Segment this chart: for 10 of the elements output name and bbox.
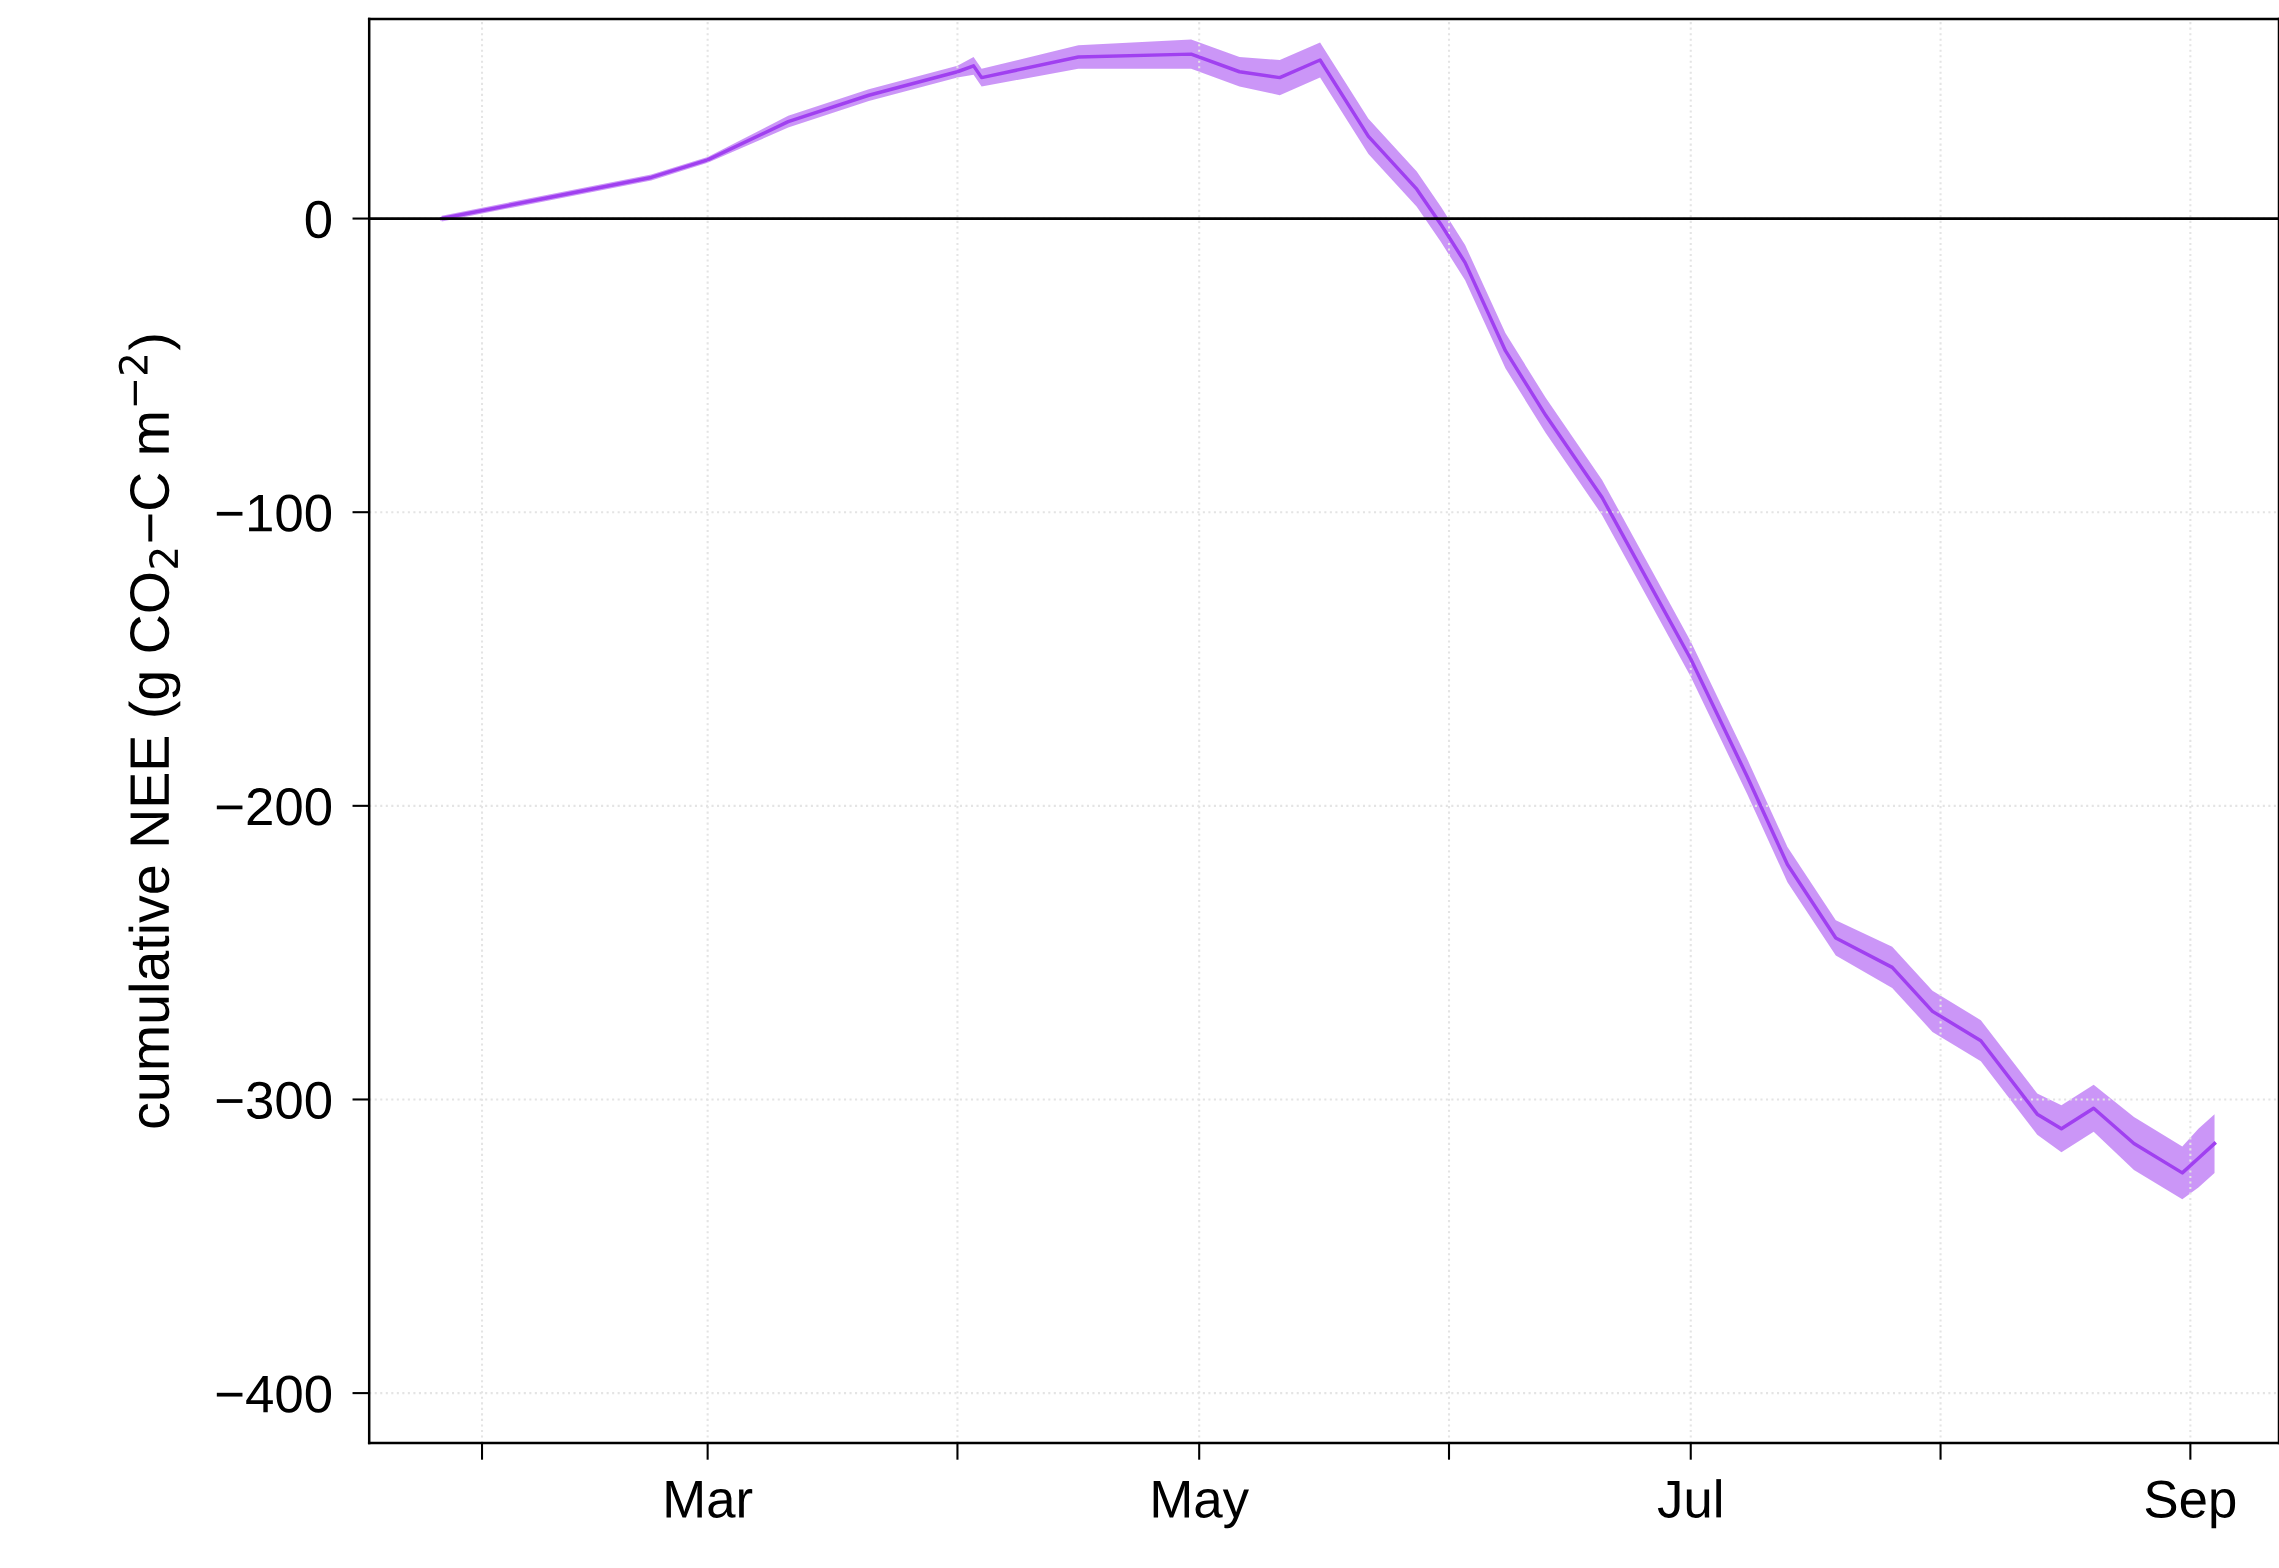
- x-tick-label: Jul: [1657, 1479, 1721, 1518]
- y-axis-title: cumulative NEE (g CO$_{2}$−C m$^{−2}$): [118, 335, 181, 1128]
- y-tick-label: −400: [216, 1375, 332, 1413]
- y-tick-label: −200: [216, 788, 332, 826]
- x-tick-label: May: [1153, 1481, 1249, 1529]
- y-tick-label: −300: [216, 1081, 332, 1120]
- x-tick-label: Mar: [666, 1481, 753, 1518]
- y-tick-label: −100: [216, 494, 332, 532]
- y-tick-label: 0: [305, 200, 332, 239]
- x-tick-label: Sep: [2145, 1480, 2236, 1529]
